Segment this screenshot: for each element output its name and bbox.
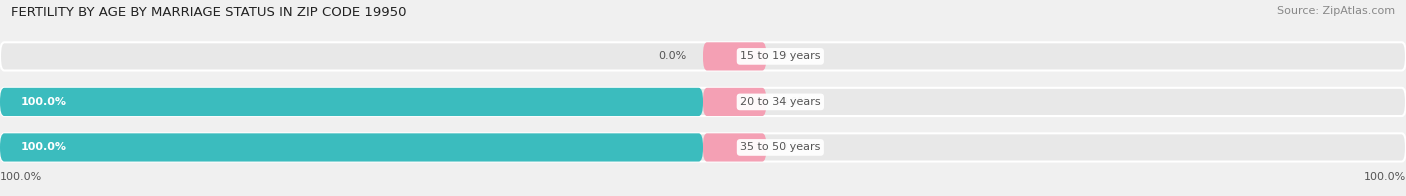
Text: 20 to 34 years: 20 to 34 years — [740, 97, 821, 107]
Text: 15 to 19 years: 15 to 19 years — [740, 51, 821, 61]
Text: 100.0%: 100.0% — [1364, 172, 1406, 182]
Text: Source: ZipAtlas.com: Source: ZipAtlas.com — [1277, 6, 1395, 16]
FancyBboxPatch shape — [0, 88, 703, 116]
Text: 0.0%: 0.0% — [780, 142, 808, 152]
FancyBboxPatch shape — [703, 42, 766, 71]
Text: 0.0%: 0.0% — [780, 51, 808, 61]
FancyBboxPatch shape — [703, 133, 766, 162]
Text: FERTILITY BY AGE BY MARRIAGE STATUS IN ZIP CODE 19950: FERTILITY BY AGE BY MARRIAGE STATUS IN Z… — [11, 6, 406, 19]
FancyBboxPatch shape — [703, 88, 766, 116]
Text: 0.0%: 0.0% — [658, 51, 686, 61]
Text: 100.0%: 100.0% — [0, 172, 42, 182]
FancyBboxPatch shape — [0, 42, 1406, 71]
FancyBboxPatch shape — [0, 133, 703, 162]
Text: 0.0%: 0.0% — [780, 97, 808, 107]
Text: 100.0%: 100.0% — [21, 97, 67, 107]
FancyBboxPatch shape — [0, 88, 1406, 116]
Text: 35 to 50 years: 35 to 50 years — [740, 142, 821, 152]
Text: 100.0%: 100.0% — [21, 142, 67, 152]
FancyBboxPatch shape — [0, 133, 1406, 162]
